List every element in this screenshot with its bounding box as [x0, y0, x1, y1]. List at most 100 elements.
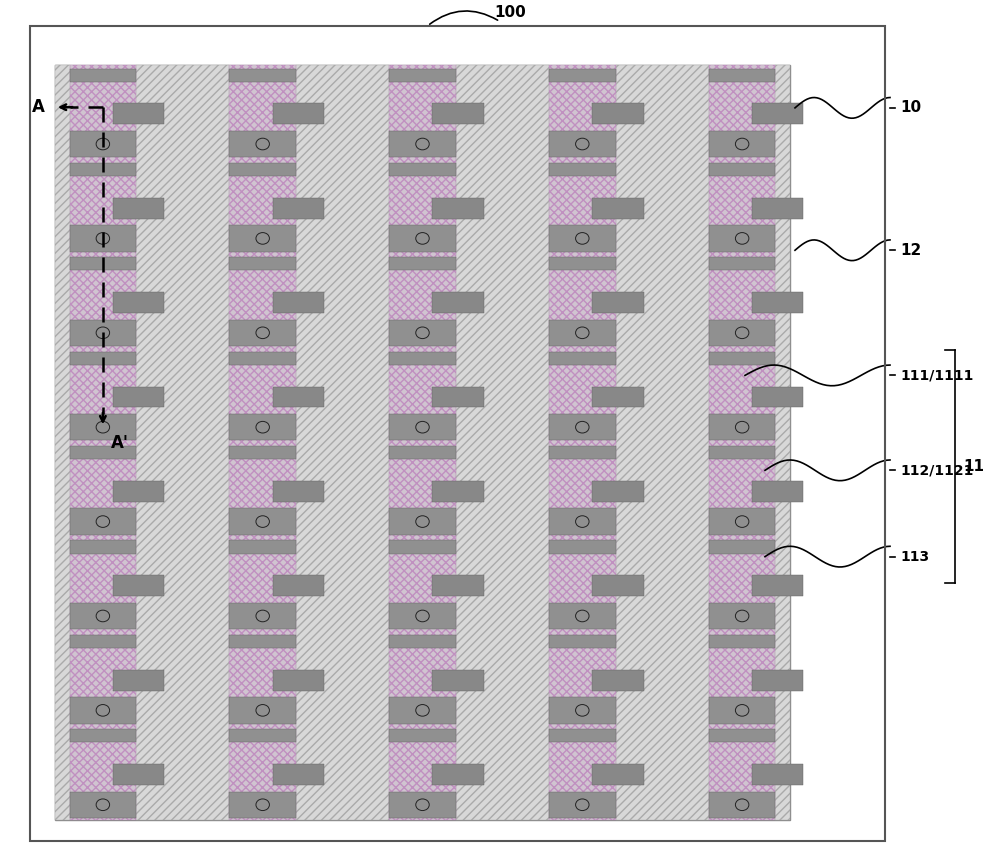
Bar	[55, 65, 790, 820]
Bar	[70, 163, 136, 176]
Bar	[389, 414, 456, 440]
Bar	[389, 729, 456, 742]
Bar	[70, 225, 136, 252]
Bar	[709, 257, 775, 270]
Bar	[709, 540, 775, 554]
Bar	[70, 319, 136, 346]
Bar	[752, 481, 803, 501]
Bar	[709, 319, 775, 346]
Bar	[549, 131, 616, 157]
Bar	[549, 225, 616, 252]
Bar	[273, 198, 324, 218]
Bar	[752, 576, 803, 596]
Text: 112/1121: 112/1121	[900, 463, 973, 477]
Bar	[229, 65, 296, 820]
Bar	[229, 791, 296, 818]
Bar	[709, 163, 775, 176]
Bar	[70, 257, 136, 270]
Bar	[389, 446, 456, 459]
Bar	[113, 104, 164, 124]
Bar	[136, 65, 229, 820]
Bar	[389, 319, 456, 346]
Bar	[229, 319, 296, 346]
Bar	[389, 163, 456, 176]
Bar	[229, 635, 296, 648]
Bar	[70, 697, 136, 723]
Bar	[389, 65, 456, 820]
Bar	[113, 670, 164, 690]
Bar	[229, 602, 296, 629]
Bar	[432, 670, 484, 690]
Bar	[389, 508, 456, 535]
Text: 113: 113	[900, 550, 929, 564]
Bar	[432, 198, 484, 218]
Bar	[456, 65, 549, 820]
Bar	[113, 198, 164, 218]
Bar	[389, 352, 456, 365]
Bar	[752, 198, 803, 218]
Bar	[70, 65, 136, 820]
Bar	[752, 293, 803, 313]
Bar	[229, 729, 296, 742]
Bar	[389, 65, 456, 820]
Bar	[549, 446, 616, 459]
Bar	[752, 764, 803, 785]
Bar	[592, 387, 644, 407]
Bar	[70, 540, 136, 554]
Bar	[70, 791, 136, 818]
Bar	[549, 65, 616, 820]
Bar	[592, 576, 644, 596]
Bar	[70, 729, 136, 742]
Bar	[709, 508, 775, 535]
Bar	[70, 635, 136, 648]
Bar	[389, 257, 456, 270]
Bar	[709, 635, 775, 648]
Text: 12: 12	[900, 243, 921, 258]
Bar	[709, 65, 775, 820]
Bar	[549, 319, 616, 346]
Bar	[549, 68, 616, 82]
Bar	[616, 65, 709, 820]
Bar	[273, 670, 324, 690]
Bar	[709, 352, 775, 365]
Bar	[549, 602, 616, 629]
Bar	[273, 481, 324, 501]
Bar	[389, 540, 456, 554]
Bar	[549, 163, 616, 176]
Bar	[273, 576, 324, 596]
Text: A: A	[32, 98, 45, 117]
Bar	[296, 65, 389, 820]
Bar	[432, 576, 484, 596]
Text: A': A'	[111, 434, 129, 452]
Bar	[592, 104, 644, 124]
Bar	[549, 508, 616, 535]
Bar	[229, 697, 296, 723]
Bar	[55, 65, 70, 820]
Bar	[136, 65, 229, 820]
Bar	[229, 68, 296, 82]
Bar	[389, 225, 456, 252]
Bar	[592, 670, 644, 690]
Text: 111/1111: 111/1111	[900, 369, 973, 382]
Bar	[273, 387, 324, 407]
Bar	[229, 131, 296, 157]
Bar	[549, 697, 616, 723]
Bar	[113, 387, 164, 407]
Bar	[775, 65, 790, 820]
Bar	[113, 293, 164, 313]
Bar	[70, 508, 136, 535]
Bar	[592, 764, 644, 785]
Bar	[432, 764, 484, 785]
Text: 100: 100	[494, 5, 526, 21]
Bar	[456, 65, 549, 820]
Bar	[70, 352, 136, 365]
Bar	[229, 163, 296, 176]
Bar	[229, 225, 296, 252]
Bar	[55, 65, 70, 820]
Bar	[389, 131, 456, 157]
Bar	[70, 131, 136, 157]
Bar	[389, 697, 456, 723]
Bar	[549, 791, 616, 818]
Bar	[592, 481, 644, 501]
Bar	[229, 540, 296, 554]
